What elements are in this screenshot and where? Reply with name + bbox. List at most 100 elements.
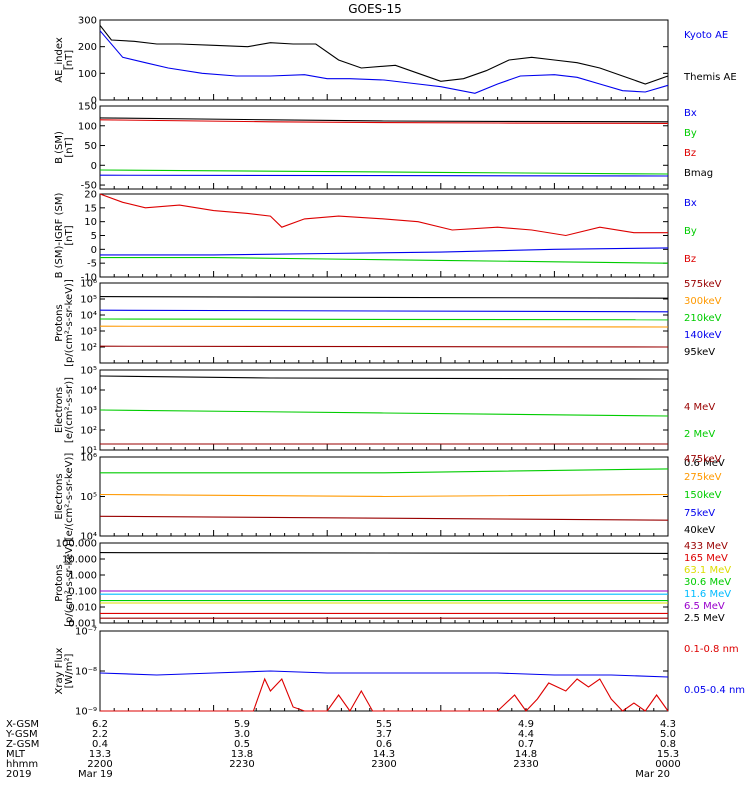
- footer-value: 4.3: [660, 719, 676, 730]
- footer-value: 2.2: [92, 729, 108, 740]
- y-tick-label: 10⁶: [80, 279, 97, 290]
- legend-entry: 75keV: [684, 508, 715, 519]
- footer-value: Mar 20: [635, 769, 670, 780]
- footer-value: 2230: [229, 759, 254, 770]
- series-line-bz: [99, 193, 668, 237]
- series-line-0-6-mev: [99, 375, 669, 380]
- legend-entry: Bx: [684, 198, 697, 209]
- legend-entry: Bz: [684, 254, 696, 265]
- legend-entry: By: [684, 128, 697, 139]
- y-tick-label: 10²: [80, 426, 97, 437]
- footer-value: 0.8: [660, 739, 676, 750]
- y-tick-label: 10⁵: [80, 492, 97, 503]
- y-tick-label: 0.100: [68, 587, 97, 598]
- legend-entry: Bmag: [684, 168, 713, 179]
- series-line-575kev: [99, 345, 669, 348]
- y-tick-label: 100: [78, 121, 97, 132]
- panel-frame: [99, 542, 669, 624]
- y-tick-label: 15: [84, 203, 97, 214]
- y-tick-label: 0: [91, 96, 97, 107]
- y-tick-label: 10²: [80, 343, 97, 354]
- panel-ae: 0 100 200 300 AE_index [nT] Kyoto AE Themis AE: [54, 16, 737, 107]
- series-line-475kev: [99, 515, 669, 521]
- series-line-275kev: [99, 493, 669, 498]
- footer-value: 5.0: [660, 729, 676, 740]
- legend-entry: 4 MeV: [684, 402, 715, 413]
- y-tick-label: 1.000: [68, 571, 97, 582]
- legend-entry: 0.05-0.4 nm: [684, 685, 745, 696]
- legend-entry: 210keV: [684, 313, 722, 324]
- series-line-95kev: [99, 296, 669, 299]
- series-line-2-mev: [99, 409, 669, 417]
- y-tick-label: 5: [91, 231, 97, 242]
- legend-entry: 2.5 MeV: [684, 613, 725, 624]
- y-axis-label: [nT]: [64, 137, 75, 157]
- y-tick-label: 10⁴: [80, 311, 97, 322]
- legend-entry: Bx: [684, 108, 697, 119]
- legend-entry: 0.1-0.8 nm: [684, 644, 739, 655]
- y-tick-label: 10³: [80, 406, 97, 417]
- legend-entry: Kyoto AE: [684, 30, 728, 41]
- footer-row-label: 2019: [6, 769, 31, 780]
- y-axis-label: AE_index: [54, 37, 65, 83]
- y-tick-label: 0: [91, 245, 97, 256]
- legend-entry: 30.6 MeV: [684, 577, 731, 588]
- legend-entry: 165 MeV: [684, 553, 728, 564]
- series-line-140kev: [99, 309, 669, 313]
- series-line-300kev: [99, 325, 669, 328]
- footer-value: 0.6: [376, 739, 392, 750]
- y-axis-label: [p/(cm²-s-sr-keV)]: [64, 539, 75, 627]
- footer-value: 0.4: [92, 739, 108, 750]
- y-axis-label: Protons: [54, 304, 65, 341]
- y-tick-label: 10⁴: [80, 386, 97, 397]
- y-tick-label: 10³: [80, 327, 97, 338]
- footer-value: 0000: [655, 759, 680, 770]
- footer-value: 3.7: [376, 729, 392, 740]
- y-axis-label: [nT]: [64, 225, 75, 245]
- panel-electrons2: 10⁴ 10⁵ 10⁶ Electrons [e/(cm²-s-sr-keV)] 475k…: [54, 453, 722, 543]
- legend-entry: 2 MeV: [684, 429, 715, 440]
- panel-bsm: -50 0 50 100 150 B (SM) [nT] Bx By Bz Bmag: [54, 102, 713, 192]
- y-tick-label: 200: [78, 42, 97, 53]
- y-tick-label: 10⁵: [80, 366, 97, 377]
- footer-value: 4.9: [518, 719, 534, 730]
- panel-protons1: 10² 10³ 10⁴ 10⁵ 10⁶ Protons [p/(cm²-s-sr-keV)]…: [54, 279, 722, 367]
- y-axis-label: Xray Flux: [54, 647, 65, 694]
- panel-frame: [99, 630, 669, 712]
- y-tick-label: 10⁴: [80, 532, 97, 543]
- footer-value: 13.3: [89, 749, 111, 760]
- legend-entry: 40keV: [684, 525, 715, 536]
- panel-frame: [99, 19, 669, 101]
- legend-entry: 11.6 MeV: [684, 589, 731, 600]
- series-line-bz: [99, 119, 669, 124]
- y-axis-label: [p/(cm²-s-sr-keV)]: [64, 279, 75, 367]
- footer-row-label: Z-GSM: [6, 739, 39, 750]
- y-axis-label: B (SM)-IGRF (SM): [54, 193, 65, 279]
- footer-value: 2330: [513, 759, 538, 770]
- panel-electrons1: 10¹ 10² 10³ 10⁴ 10⁵ Electrons [e/(cm²-s-sr)] 4 …: [54, 366, 725, 470]
- y-axis-label: Protons: [54, 564, 65, 601]
- y-tick-label: -5: [87, 259, 97, 270]
- y-tick-label: 10⁵: [80, 295, 97, 306]
- chart-title: GOES-15: [348, 2, 402, 16]
- y-tick-label: 10⁻⁹: [75, 707, 97, 718]
- series-line-bx: [100, 247, 669, 256]
- footer-value: 2300: [371, 759, 396, 770]
- panel-xray: 10⁻⁹ 10⁻⁸ 10⁻⁷ Xray Flux [W/m²] 0.1-0.8 nm 0.0…: [54, 627, 745, 718]
- series-line-150kev: [100, 468, 669, 474]
- footer-value: 14.3: [373, 749, 395, 760]
- y-tick-label: 10⁶: [80, 453, 97, 464]
- legend-entry: Themis AE: [683, 72, 737, 83]
- footer-value: 0.5: [234, 739, 250, 750]
- series-line-bmag: [99, 117, 669, 123]
- panel-protons2: 0.001 0.010 0.100 1.000 10.000 100.000 Protons…: [54, 539, 731, 630]
- y-axis-label: [nT]: [64, 50, 75, 70]
- footer-value: 6.2: [92, 719, 108, 730]
- series-line-2-5-mev: [99, 552, 669, 554]
- y-axis-label: [W/m²]: [64, 653, 75, 688]
- panel-bigrf: -10 -5 0 5 10 15 20 B (SM)-IGRF (SM) [nT] Bx By Bz: [54, 190, 697, 284]
- series-line-kyoto-ae: [99, 30, 669, 94]
- y-tick-label: 20: [84, 190, 97, 201]
- footer-value: 4.4: [518, 729, 534, 740]
